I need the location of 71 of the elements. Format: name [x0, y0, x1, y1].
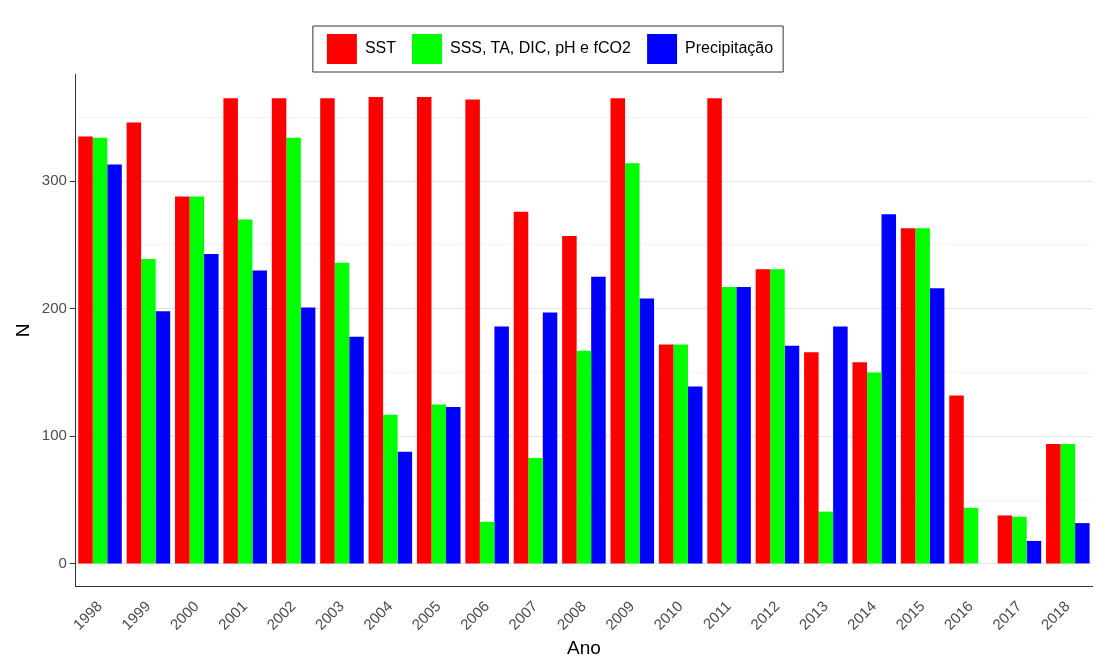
bar [271, 98, 287, 564]
bar [431, 404, 446, 564]
bar [175, 196, 190, 564]
bar [383, 414, 398, 564]
legend-label: Precipitação [685, 39, 774, 57]
bar [591, 276, 606, 564]
bar [334, 262, 350, 564]
bar [610, 98, 626, 564]
bar [576, 350, 592, 564]
bar [542, 312, 558, 564]
bar [1060, 443, 1076, 564]
bar [625, 163, 640, 564]
bar [300, 307, 316, 564]
bar [900, 228, 916, 564]
bar [465, 99, 480, 564]
bar [189, 196, 205, 564]
bar [446, 406, 461, 564]
bar [658, 344, 674, 564]
bar [770, 269, 785, 564]
bar [416, 96, 432, 564]
bar [320, 98, 335, 564]
y-axis-title: N [11, 323, 33, 338]
bar [513, 211, 529, 564]
bar [349, 336, 364, 564]
y-tick-label: 0 [58, 554, 67, 572]
bar [1075, 523, 1090, 564]
bar [755, 269, 771, 564]
bar [639, 298, 655, 564]
bar [368, 96, 384, 564]
bar [1012, 516, 1027, 564]
bar [126, 122, 142, 564]
bar [915, 228, 930, 564]
bar [286, 137, 301, 564]
bar [804, 352, 819, 564]
legend-label: SST [364, 39, 397, 57]
bar [92, 137, 108, 564]
y-tick-label: 100 [41, 426, 67, 444]
bar [818, 511, 834, 564]
bar [252, 270, 267, 564]
bar [866, 372, 882, 564]
bar [949, 395, 964, 564]
bar [736, 287, 751, 564]
bar [78, 136, 93, 564]
bar [687, 386, 703, 564]
bar [833, 326, 848, 564]
bar [929, 288, 945, 564]
bar [852, 362, 867, 564]
y-tick-label: 300 [41, 171, 67, 189]
bar [1046, 443, 1061, 564]
bar [707, 98, 722, 564]
bar [673, 344, 688, 564]
bar [223, 98, 238, 564]
bar [528, 458, 543, 564]
bar [997, 515, 1013, 564]
bar [479, 521, 495, 564]
legend-label: SSS, TA, DIC, pH e fCO2 [449, 39, 631, 57]
bar [141, 258, 156, 564]
bar [237, 219, 253, 564]
bar [494, 326, 509, 564]
bar [721, 287, 737, 564]
bar [784, 345, 800, 564]
bar [107, 164, 122, 564]
x-axis-title: Ano [567, 636, 601, 658]
bar [155, 311, 171, 564]
bar [204, 253, 219, 564]
bar [562, 236, 577, 564]
y-tick-label: 200 [41, 298, 67, 316]
bar [1026, 540, 1042, 564]
bar [397, 451, 413, 564]
bar [963, 507, 979, 564]
bar [881, 214, 897, 564]
